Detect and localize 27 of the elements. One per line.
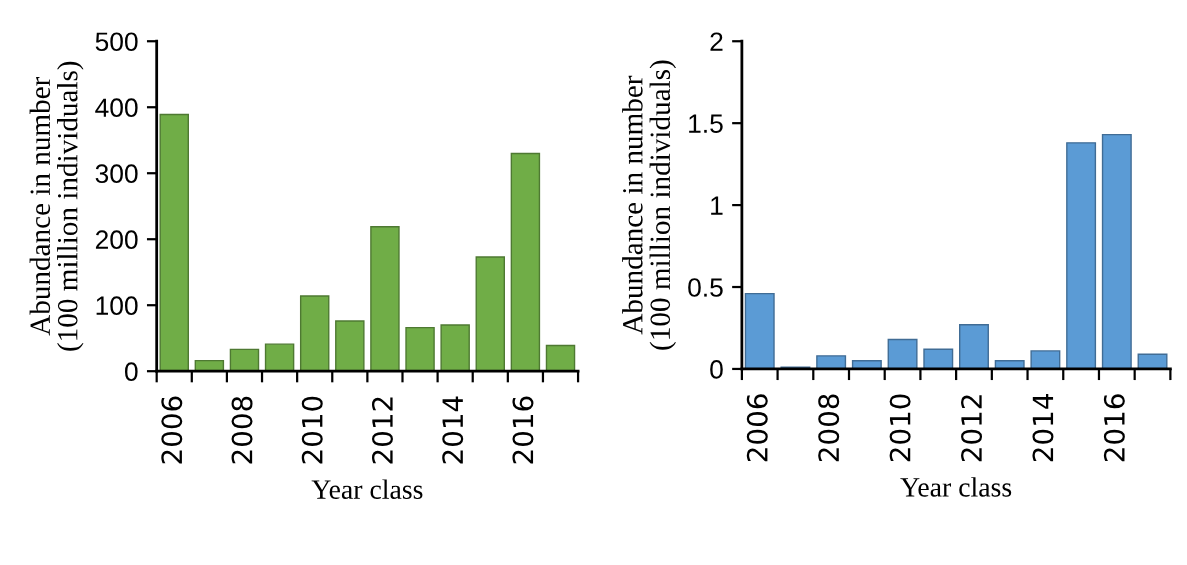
x-tick-label: 2012 bbox=[371, 397, 393, 464]
y-tick-label: 300 bbox=[95, 164, 138, 184]
x-tick-label: 2010 bbox=[301, 396, 323, 464]
y-axis-title: Abundance in number (100 million individuals) bbox=[622, 60, 677, 350]
y-tick-label: 2 bbox=[710, 32, 723, 51]
x-tick-label: 2008 bbox=[818, 394, 840, 462]
y-tick-label: 0 bbox=[124, 362, 138, 382]
x-tick-label: 2006 bbox=[161, 396, 183, 464]
x-tick-label: 2016 bbox=[1103, 394, 1125, 462]
y-tick-label: 0.5 bbox=[688, 278, 723, 297]
y-tick-label: 200 bbox=[95, 230, 138, 250]
y-tick-label: 500 bbox=[95, 32, 138, 52]
y-tick-label: 1.5 bbox=[689, 114, 723, 133]
y-tick-label: 1 bbox=[711, 196, 723, 215]
x-tick-label: 2010 bbox=[889, 394, 911, 462]
x-tick-label: 2016 bbox=[512, 396, 534, 464]
x-axis-title: Year class bbox=[900, 477, 1012, 497]
x-tick-label: 2008 bbox=[231, 396, 253, 464]
y-axis-title: Abundance in number (100 million individuals) bbox=[29, 61, 84, 351]
y-tick-label: 0 bbox=[710, 360, 723, 379]
x-axis-title: Year class bbox=[311, 479, 423, 499]
y-tick-label: 400 bbox=[95, 98, 138, 118]
y-tick-label: 100 bbox=[96, 296, 138, 316]
x-tick-label: 2014 bbox=[1032, 394, 1054, 462]
x-tick-label: 2012 bbox=[961, 395, 983, 462]
x-tick-label: 2006 bbox=[746, 394, 768, 462]
x-tick-label: 2014 bbox=[442, 396, 464, 464]
